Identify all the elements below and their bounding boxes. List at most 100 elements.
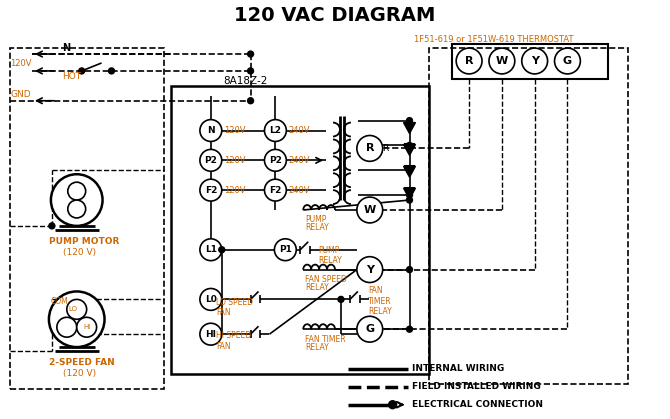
- Circle shape: [407, 167, 413, 173]
- Text: LO SPEED
FAN: LO SPEED FAN: [216, 297, 253, 317]
- Text: 240V: 240V: [288, 186, 310, 195]
- Text: INTERNAL WIRING: INTERNAL WIRING: [413, 365, 505, 373]
- Circle shape: [67, 300, 86, 319]
- Circle shape: [51, 174, 103, 226]
- Circle shape: [265, 150, 286, 171]
- Text: RELAY: RELAY: [306, 223, 329, 233]
- Circle shape: [219, 247, 224, 253]
- Circle shape: [248, 98, 253, 104]
- Circle shape: [57, 317, 77, 337]
- Circle shape: [78, 68, 84, 74]
- Polygon shape: [403, 123, 415, 134]
- Circle shape: [265, 179, 286, 201]
- Circle shape: [522, 48, 547, 74]
- Text: P2: P2: [269, 156, 282, 165]
- Circle shape: [489, 48, 515, 74]
- Text: 8A18Z-2: 8A18Z-2: [223, 76, 268, 86]
- Circle shape: [68, 182, 86, 200]
- Text: 240V: 240V: [288, 156, 310, 165]
- Text: HI: HI: [205, 330, 216, 339]
- Circle shape: [49, 292, 105, 347]
- Text: FAN
TIMER
RELAY: FAN TIMER RELAY: [368, 287, 391, 316]
- Text: FIELD INSTALLED WIRING: FIELD INSTALLED WIRING: [413, 382, 541, 391]
- Circle shape: [109, 68, 115, 74]
- Bar: [171, 86, 429, 374]
- Circle shape: [357, 316, 383, 342]
- Text: L1: L1: [205, 245, 217, 254]
- Text: FAN SPEED: FAN SPEED: [306, 275, 347, 284]
- Text: (120 V): (120 V): [63, 370, 96, 378]
- Text: W: W: [364, 205, 376, 215]
- Text: N: N: [207, 126, 214, 135]
- Text: 120 VAC DIAGRAM: 120 VAC DIAGRAM: [234, 6, 436, 25]
- Circle shape: [68, 200, 86, 218]
- Circle shape: [407, 266, 413, 273]
- Text: LO: LO: [68, 306, 77, 312]
- Text: G: G: [365, 324, 375, 334]
- Circle shape: [49, 223, 55, 229]
- Text: N: N: [62, 43, 70, 53]
- Text: R: R: [382, 144, 388, 153]
- Text: COM: COM: [51, 297, 69, 306]
- Text: R: R: [366, 143, 374, 153]
- Circle shape: [275, 239, 296, 261]
- Polygon shape: [403, 145, 415, 155]
- Text: F2: F2: [269, 186, 281, 195]
- Text: 120V: 120V: [224, 156, 245, 165]
- Text: G: G: [563, 56, 572, 66]
- Polygon shape: [403, 166, 415, 177]
- Text: HI SPEED
FAN: HI SPEED FAN: [216, 331, 251, 351]
- Circle shape: [248, 51, 253, 57]
- Circle shape: [357, 135, 383, 161]
- Circle shape: [456, 48, 482, 74]
- Text: W: W: [496, 56, 508, 66]
- Text: 120V: 120V: [224, 186, 245, 195]
- Text: PUMP MOTOR: PUMP MOTOR: [49, 237, 119, 246]
- Text: P2: P2: [204, 156, 217, 165]
- Text: L0: L0: [205, 295, 217, 304]
- Circle shape: [265, 119, 286, 142]
- Text: FAN TIMER: FAN TIMER: [306, 335, 346, 344]
- Text: F2: F2: [204, 186, 217, 195]
- Circle shape: [407, 142, 413, 148]
- Bar: [452, 44, 608, 79]
- Text: GND: GND: [10, 90, 31, 99]
- Circle shape: [555, 48, 580, 74]
- Text: (120 V): (120 V): [63, 248, 96, 257]
- Circle shape: [77, 317, 96, 337]
- Bar: [10, 48, 164, 389]
- Circle shape: [407, 118, 413, 124]
- Circle shape: [407, 192, 413, 198]
- Text: 240V: 240V: [288, 126, 310, 135]
- Circle shape: [200, 239, 222, 261]
- Text: P1: P1: [279, 245, 291, 254]
- Bar: [429, 48, 628, 384]
- Circle shape: [200, 288, 222, 310]
- Circle shape: [200, 150, 222, 171]
- Circle shape: [389, 401, 397, 409]
- Text: 120V: 120V: [224, 126, 245, 135]
- Circle shape: [200, 323, 222, 345]
- Text: 2-SPEED FAN: 2-SPEED FAN: [49, 359, 115, 367]
- Polygon shape: [403, 188, 415, 199]
- Text: PUMP: PUMP: [306, 215, 326, 225]
- Text: HOT: HOT: [62, 72, 81, 81]
- Circle shape: [407, 197, 413, 203]
- Circle shape: [338, 296, 344, 303]
- Text: RELAY: RELAY: [306, 283, 329, 292]
- Text: R: R: [465, 56, 474, 66]
- Text: L2: L2: [269, 126, 281, 135]
- Circle shape: [200, 179, 222, 201]
- Text: ELECTRICAL CONNECTION: ELECTRICAL CONNECTION: [413, 400, 543, 409]
- Circle shape: [357, 197, 383, 223]
- Text: RELAY: RELAY: [306, 343, 329, 352]
- Circle shape: [407, 326, 413, 332]
- Text: 1F51-619 or 1F51W-619 THERMOSTAT: 1F51-619 or 1F51W-619 THERMOSTAT: [415, 35, 574, 44]
- Text: HI: HI: [83, 324, 90, 330]
- Text: 120V: 120V: [10, 59, 31, 68]
- Circle shape: [248, 68, 253, 74]
- Circle shape: [200, 119, 222, 142]
- Circle shape: [357, 257, 383, 282]
- Text: Y: Y: [531, 56, 539, 66]
- Text: Y: Y: [366, 265, 374, 274]
